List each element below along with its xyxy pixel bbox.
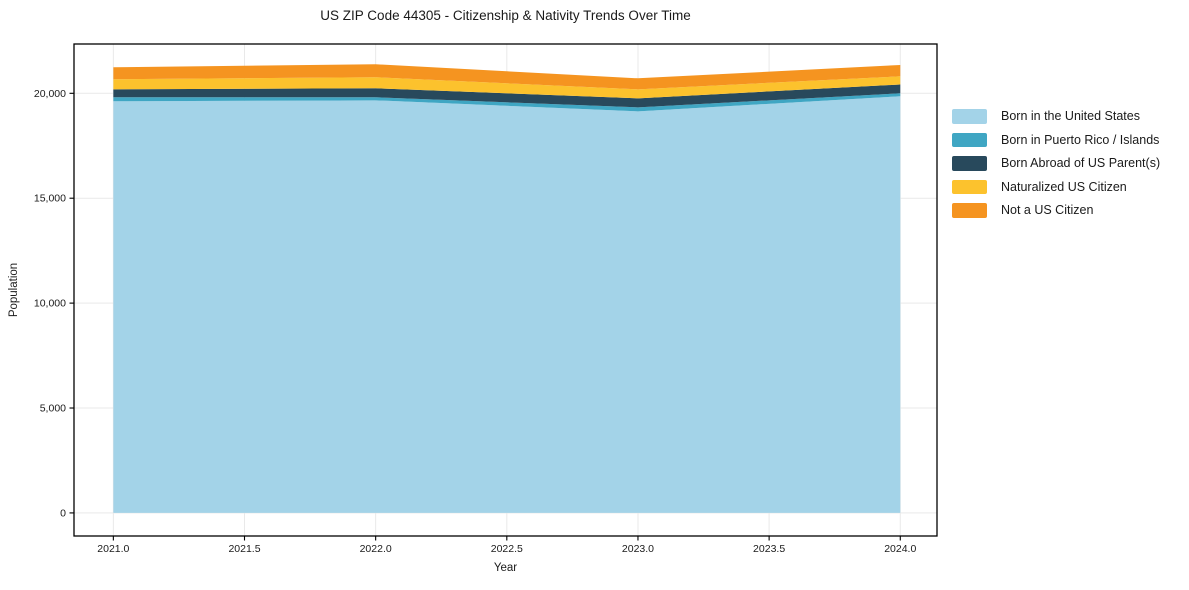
legend-item: Naturalized US Citizen bbox=[952, 179, 1160, 194]
legend-item: Born in Puerto Rico / Islands bbox=[952, 132, 1160, 147]
svg-text:15,000: 15,000 bbox=[34, 193, 66, 205]
legend-item: Born in the United States bbox=[952, 109, 1160, 124]
legend-item: Born Abroad of US Parent(s) bbox=[952, 156, 1160, 171]
chart-title: US ZIP Code 44305 - Citizenship & Nativi… bbox=[320, 8, 691, 23]
legend-label: Born Abroad of US Parent(s) bbox=[1001, 156, 1161, 171]
legend-label: Not a US Citizen bbox=[1001, 203, 1094, 218]
legend-label: Born in the United States bbox=[1001, 109, 1140, 124]
legend-swatch-naturalized bbox=[952, 179, 987, 194]
svg-text:2022.5: 2022.5 bbox=[491, 543, 523, 555]
legend-swatch-born-in-us bbox=[952, 109, 987, 124]
svg-text:2021.5: 2021.5 bbox=[228, 543, 260, 555]
legend-swatch-not-citizen bbox=[952, 203, 987, 218]
svg-text:2023.0: 2023.0 bbox=[622, 543, 654, 555]
legend-label: Born in Puerto Rico / Islands bbox=[1001, 132, 1160, 147]
legend: Born in the United States Born in Puerto… bbox=[952, 109, 1160, 227]
legend-item: Not a US Citizen bbox=[952, 203, 1160, 218]
svg-text:2021.0: 2021.0 bbox=[97, 543, 129, 555]
svg-text:5,000: 5,000 bbox=[40, 403, 66, 415]
legend-label: Naturalized US Citizen bbox=[1001, 179, 1127, 194]
legend-swatch-puerto-rico bbox=[952, 132, 987, 147]
svg-text:2023.5: 2023.5 bbox=[753, 543, 785, 555]
legend-swatch-born-abroad bbox=[952, 156, 987, 171]
x-axis-label: Year bbox=[493, 562, 518, 574]
y-axis-label: Population bbox=[8, 262, 20, 318]
svg-text:10,000: 10,000 bbox=[34, 298, 66, 310]
svg-text:2022.0: 2022.0 bbox=[360, 543, 392, 555]
svg-text:0: 0 bbox=[60, 507, 66, 519]
svg-text:20,000: 20,000 bbox=[34, 88, 66, 100]
svg-text:2024.0: 2024.0 bbox=[884, 543, 916, 555]
